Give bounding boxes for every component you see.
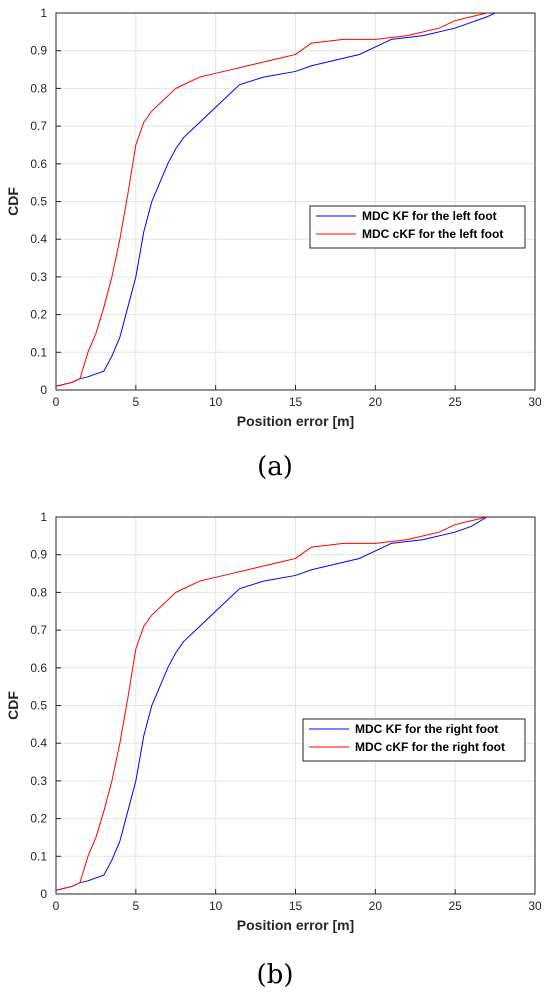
y-tick-label: 0.9 xyxy=(30,548,47,562)
x-tick-label: 15 xyxy=(289,395,303,409)
x-tick-label: 15 xyxy=(289,899,303,913)
y-tick-label: 0 xyxy=(40,887,47,901)
y-tick-label: 0.9 xyxy=(30,44,47,58)
y-tick-label: 0.1 xyxy=(30,345,47,359)
y-axis-label: CDF xyxy=(5,691,21,720)
y-tick-label: 0.5 xyxy=(30,699,47,713)
y-tick-label: 0.2 xyxy=(30,812,47,826)
legend: MDC KF for the left foot MDC cKF for the … xyxy=(309,205,526,249)
y-tick-label: 0.2 xyxy=(30,308,47,322)
x-tick-label: 25 xyxy=(448,395,462,409)
y-tick-label: 0.8 xyxy=(30,585,47,599)
y-tick-label: 0.5 xyxy=(30,195,47,209)
x-tick-label: 0 xyxy=(53,395,60,409)
x-tick-label: 5 xyxy=(132,395,139,409)
y-tick-label: 0.6 xyxy=(30,157,47,171)
y-tick-label: 0.3 xyxy=(30,774,47,788)
caption-b: (b) xyxy=(256,960,294,990)
y-tick-label: 0.4 xyxy=(30,232,47,246)
legend-entry-0: MDC KF for the left foot xyxy=(362,209,497,223)
y-tick-label: 1 xyxy=(40,6,47,20)
chart-a: 0 5 10 15 20 25 30 0 0.1 0.2 0.3 0.4 0.5 0.6 0.7 0.8 0.9… xyxy=(5,6,542,429)
series-line-1 xyxy=(55,516,488,891)
x-tick-label: 10 xyxy=(209,899,223,913)
axes-box xyxy=(55,516,536,895)
y-tick-label: 0.4 xyxy=(30,736,47,750)
x-tick-label: 20 xyxy=(369,899,383,913)
legend: MDC KF for the right foot MDC cKF for the… xyxy=(302,718,526,762)
legend-entry-1: MDC cKF for the right foot xyxy=(355,740,505,754)
axes-box xyxy=(55,12,536,391)
legend-entry-1: MDC cKF for the left foot xyxy=(362,227,503,241)
y-tick-label: 0 xyxy=(40,383,47,397)
y-tick-label: 0.7 xyxy=(30,119,47,133)
x-tick-label: 30 xyxy=(528,395,542,409)
x-tick-label: 5 xyxy=(132,899,139,913)
y-tick-label: 0.3 xyxy=(30,270,47,284)
x-tick-label: 25 xyxy=(448,899,462,913)
legend-entry-0: MDC KF for the right foot xyxy=(355,722,498,736)
x-tick-label: 30 xyxy=(528,899,542,913)
x-axis-label: Position error [m] xyxy=(237,413,354,429)
caption-a: (a) xyxy=(257,452,293,482)
y-tick-label: 0.7 xyxy=(30,623,47,637)
chart-b: 0 5 10 15 20 25 30 0 0.1 0.2 0.3 0.4 0.5 0.6 0.7 0.8 0.9… xyxy=(5,510,542,933)
legend-box xyxy=(302,718,526,762)
x-tick-label: 0 xyxy=(53,899,60,913)
y-tick-label: 0.6 xyxy=(30,661,47,675)
y-tick-label: 1 xyxy=(40,510,47,524)
series-line-1 xyxy=(55,12,488,387)
series-line-0 xyxy=(55,12,496,387)
series-line-0 xyxy=(55,516,488,891)
legend-box xyxy=(309,205,526,249)
x-axis-label: Position error [m] xyxy=(237,917,354,933)
x-tick-label: 10 xyxy=(209,395,223,409)
y-axis-label: CDF xyxy=(5,187,21,216)
x-tick-label: 20 xyxy=(369,395,383,409)
y-tick-label: 0.1 xyxy=(30,849,47,863)
y-tick-label: 0.8 xyxy=(30,81,47,95)
